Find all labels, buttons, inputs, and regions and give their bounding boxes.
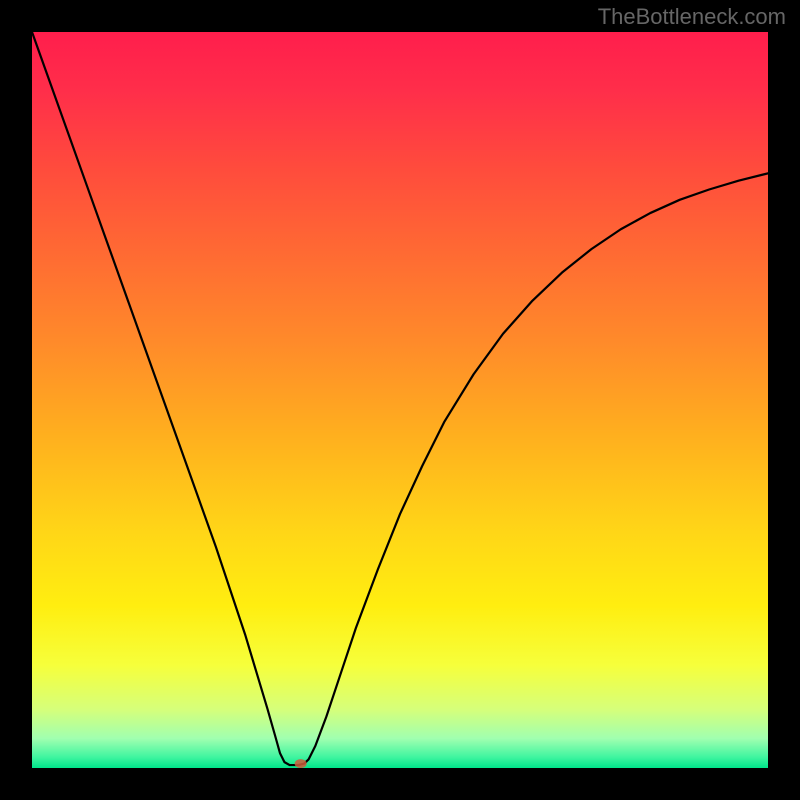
plot-background [32, 32, 768, 768]
plot-svg [32, 32, 768, 768]
plot-frame [32, 32, 768, 768]
watermark-text: TheBottleneck.com [598, 4, 786, 30]
minimum-marker [295, 759, 307, 768]
